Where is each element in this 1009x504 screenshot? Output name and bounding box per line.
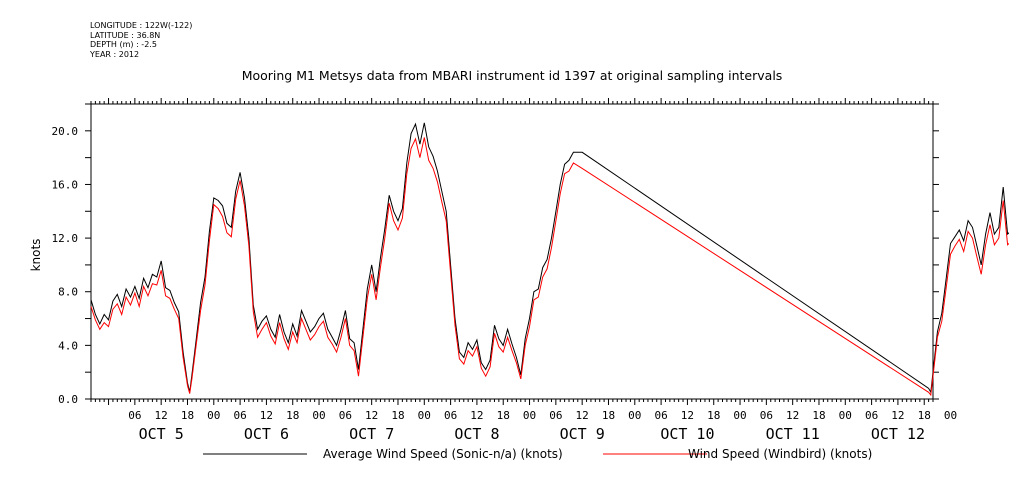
x-hour-label: 00 [733, 409, 746, 422]
x-hour-label: 12 [681, 409, 694, 422]
legend: Average Wind Speed (Sonic-n/a) (knots) Wi… [203, 447, 872, 461]
depth-label: DEPTH (m) : -2.5 [90, 40, 157, 49]
series-lines [90, 122, 1009, 397]
x-day-label: OCT 12 [871, 425, 925, 443]
axis-ticks [85, 98, 939, 405]
x-hour-label: 18 [181, 409, 194, 422]
x-day-label: OCT 5 [139, 425, 184, 443]
legend-label-1: Average Wind Speed (Sonic-n/a) (knots) [323, 447, 563, 461]
x-hour-label: 18 [707, 409, 720, 422]
x-tick-labels: 06 12 18 00 06 12 18 00 06 12 18 00 06 12 18 00 06 12 18 00… [128, 409, 957, 443]
x-hour-label: 00 [944, 409, 957, 422]
x-hour-label: 00 [523, 409, 536, 422]
x-hour-label: 06 [865, 409, 878, 422]
y-tick-label: 0.0 [58, 393, 78, 406]
x-hour-label: 12 [365, 409, 378, 422]
x-hour-label: 00 [839, 409, 852, 422]
y-tick-label: 4.0 [58, 339, 78, 352]
x-hour-label: 06 [233, 409, 246, 422]
x-hour-label: 00 [312, 409, 325, 422]
legend-label-2: Wind Speed (Windbird) (knots) [688, 447, 872, 461]
x-hour-label: 06 [760, 409, 773, 422]
year-label: YEAR : 2012 [90, 49, 140, 59]
x-hour-label: 06 [444, 409, 457, 422]
x-hour-label: 18 [918, 409, 931, 422]
x-hour-label: 00 [207, 409, 220, 422]
x-hour-label: 12 [786, 409, 799, 422]
x-hour-label: 06 [654, 409, 667, 422]
x-hour-label: 18 [812, 409, 825, 422]
x-hour-label: 18 [497, 409, 510, 422]
x-day-label: OCT 11 [766, 425, 820, 443]
y-tick-label: 12.0 [52, 232, 79, 245]
x-hour-label: 12 [470, 409, 483, 422]
x-hour-label: 06 [549, 409, 562, 422]
sonic-wind-speed-line [90, 122, 1009, 394]
plot-frame [90, 103, 934, 400]
x-hour-label: 12 [576, 409, 589, 422]
x-hour-label: 12 [891, 409, 904, 422]
x-hour-label: 12 [260, 409, 273, 422]
y-tick-label: 16.0 [52, 178, 79, 191]
x-hour-label: 18 [286, 409, 299, 422]
y-axis-label: knots [29, 239, 43, 272]
x-hour-label: 06 [128, 409, 141, 422]
longitude-label: LONGITUDE : 122W(-122) [90, 21, 193, 30]
x-hour-label: 00 [418, 409, 431, 422]
x-day-label: OCT 6 [244, 425, 289, 443]
latitude-label: LATITUDE : 36.8N [90, 30, 161, 40]
x-day-label: OCT 10 [660, 425, 714, 443]
y-tick-labels: 0.0 4.0 8.0 12.0 16.0 20.0 [52, 125, 79, 406]
chart-title: Mooring M1 Metsys data from MBARI instru… [242, 68, 783, 83]
y-tick-label: 20.0 [52, 125, 79, 138]
x-day-label: OCT 9 [560, 425, 605, 443]
x-hour-label: 12 [155, 409, 168, 422]
windbird-wind-speed-line [90, 137, 1009, 397]
x-day-label: OCT 8 [454, 425, 499, 443]
x-day-label: OCT 7 [349, 425, 394, 443]
x-hour-label: 00 [628, 409, 641, 422]
x-hour-label: 18 [602, 409, 615, 422]
y-tick-label: 8.0 [58, 286, 78, 299]
x-hour-label: 06 [339, 409, 352, 422]
metadata-block: LONGITUDE : 122W(-122) LATITUDE : 36.8N … [90, 21, 192, 59]
x-hour-label: 18 [391, 409, 404, 422]
